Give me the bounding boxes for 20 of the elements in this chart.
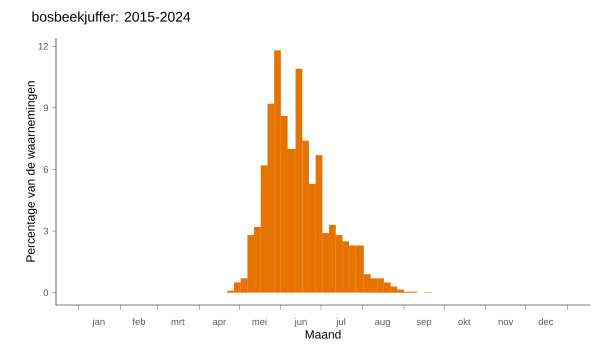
y-tick-label: 6 (44, 166, 48, 173)
x-tick-label: mei (252, 318, 266, 326)
x-tick-label: jun (294, 318, 307, 327)
y-tick-label: 12 (38, 42, 48, 50)
x-tick-label: aug (375, 320, 390, 327)
x-tick-label: sep (416, 320, 432, 327)
x-axis-title: Maand (306, 330, 341, 339)
x-tick-label: mrt (172, 318, 185, 326)
x-tick-label: feb (132, 318, 146, 326)
x-tick-label: nov (498, 320, 514, 326)
y-tick-label: 9 (44, 104, 48, 112)
y-tick-label: 0 (44, 289, 48, 296)
x-tick-label: dec (538, 318, 554, 326)
x-tick-label: jul (336, 318, 346, 327)
x-tick-label: okt (458, 318, 470, 326)
chart-title: bosbeekjuffer: 2015-2024 (32, 11, 190, 24)
x-tick-label: jan (92, 318, 105, 327)
y-axis-title: Percentage van de waarnemingen (26, 81, 38, 262)
x-tick-label: apr (212, 320, 226, 327)
y-tick-label: 3 (44, 228, 48, 234)
